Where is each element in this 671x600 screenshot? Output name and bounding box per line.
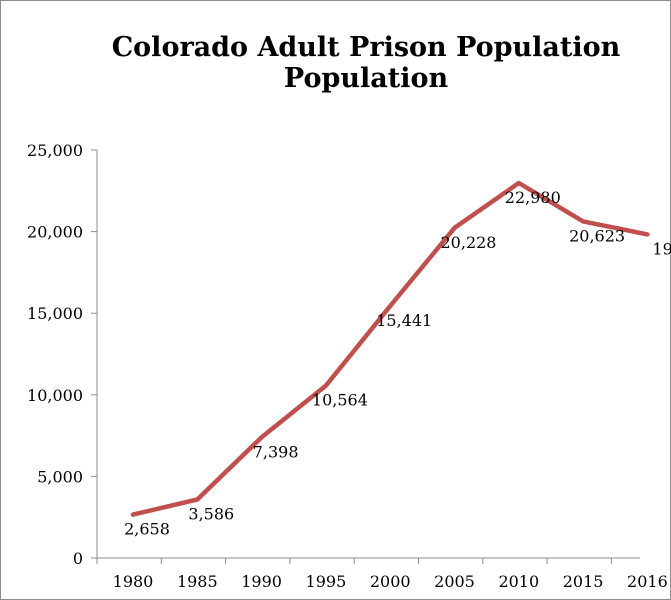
x-tick-label: 1985 xyxy=(177,572,218,591)
data-label: 7,398 xyxy=(253,442,299,461)
x-tick-label: 1990 xyxy=(241,572,282,591)
axes: 0 5,000 10,000 15,000 20,000 25,000 1980 1985 19… xyxy=(27,141,668,591)
x-tick-label: 1980 xyxy=(113,572,154,591)
y-tick-label: 15,000 xyxy=(27,304,83,323)
y-tick-label: 5,000 xyxy=(37,467,83,486)
y-tick-label: 0 xyxy=(73,549,83,568)
y-tick-label: 10,000 xyxy=(27,386,83,405)
data-labels: 2,658 3,586 7,398 10,564 15,441 20,228 22,980 2… xyxy=(124,188,671,539)
data-label: 20,623 xyxy=(569,226,625,245)
series-layer xyxy=(130,180,650,517)
series-line xyxy=(130,180,650,517)
chart-subtitle: Population xyxy=(284,63,449,94)
data-label: 2,658 xyxy=(124,520,170,539)
chart-title: Colorado Adult Prison Population xyxy=(112,32,621,63)
y-tick-label: 25,000 xyxy=(27,141,83,160)
x-tick-label: 1995 xyxy=(306,572,347,591)
x-tick-label: 2005 xyxy=(434,572,475,591)
x-tick-label: 2015 xyxy=(563,572,604,591)
data-label: 22,980 xyxy=(505,188,561,207)
data-label: 15,441 xyxy=(376,311,432,330)
x-tick-label: 2010 xyxy=(498,572,539,591)
x-tick-label: 2000 xyxy=(370,572,411,591)
x-tick-label: 2016 xyxy=(627,572,668,591)
y-tick-label: 20,000 xyxy=(27,223,83,242)
data-label: 3,586 xyxy=(188,504,234,523)
data-label: 10,564 xyxy=(312,391,368,410)
data-label: 20,228 xyxy=(441,233,497,252)
data-label: 19,82 xyxy=(652,239,671,258)
